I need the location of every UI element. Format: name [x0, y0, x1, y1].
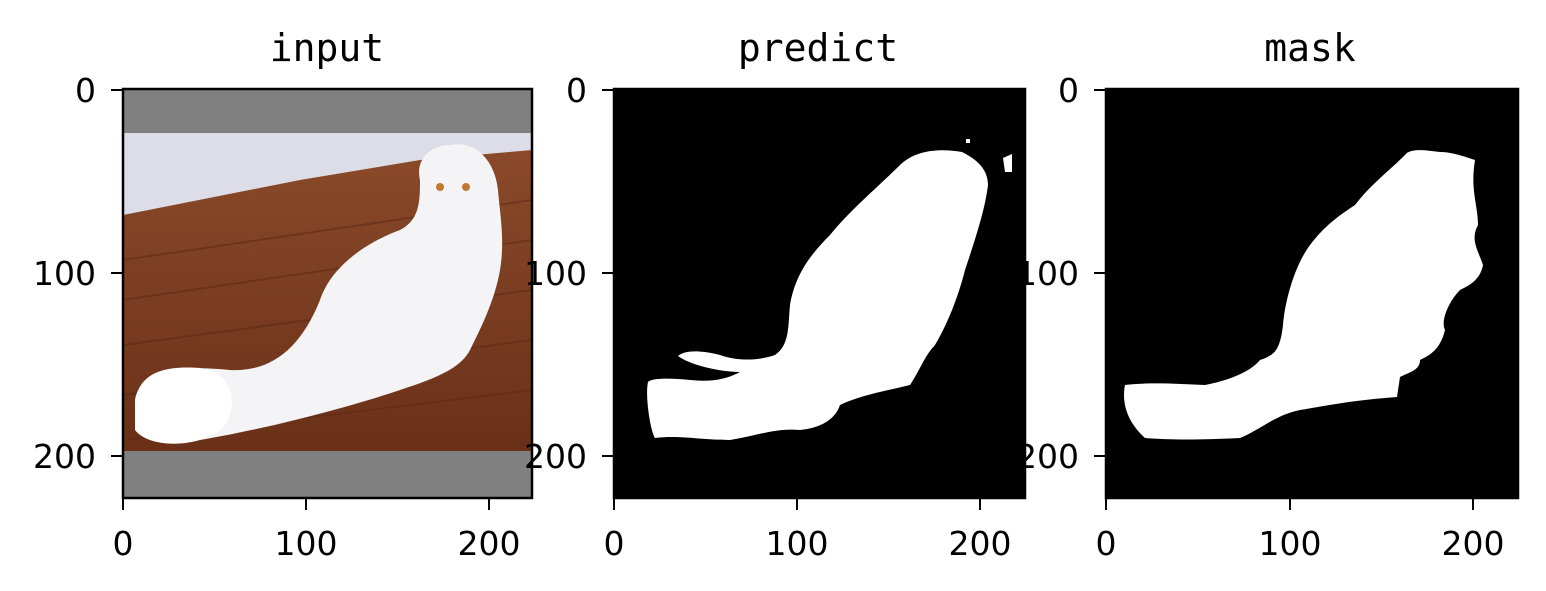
- y-tick-label: 200: [524, 437, 587, 476]
- y-tick-label: 100: [524, 254, 587, 293]
- ticks-predict: [602, 89, 981, 510]
- x-tick-label: 0: [604, 524, 625, 563]
- panel-title-predict: predict: [738, 26, 898, 70]
- ticks-mask: [1094, 89, 1474, 510]
- cat: [135, 144, 503, 442]
- x-tick-label: 0: [113, 524, 134, 563]
- panel-input: input 0 10: [33, 26, 534, 563]
- cat-eye-left: [436, 183, 444, 191]
- x-tick-label: 200: [1442, 524, 1505, 563]
- panel-title-mask: mask: [1264, 26, 1356, 70]
- y-tick-label: 200: [33, 437, 96, 476]
- y-tick-label: 0: [75, 71, 96, 110]
- y-tick-label: 0: [566, 71, 587, 110]
- padding-band-top: [123, 89, 532, 133]
- cat-eye-right: [462, 183, 470, 191]
- cat-tail: [135, 367, 232, 444]
- x-tick-label: 200: [949, 524, 1012, 563]
- panel-predict: predict 0 100 200 0 100 200: [524, 26, 1027, 563]
- y-tick-label: 200: [1016, 437, 1079, 476]
- axes-frame-mask: [1104, 87, 1520, 500]
- mask-silhouette: [1124, 150, 1483, 440]
- y-tick-label: 100: [33, 254, 96, 293]
- axes-frame-input: [121, 87, 534, 500]
- predict-blob: [1003, 154, 1012, 172]
- predict-speck: [966, 139, 970, 143]
- x-tick-label: 100: [766, 524, 829, 563]
- axes-frame-predict: [612, 87, 1027, 500]
- ticks-input: [111, 89, 490, 510]
- x-tick-label: 200: [458, 524, 521, 563]
- y-tick-label: 100: [1016, 254, 1079, 293]
- x-tick-label: 100: [1259, 524, 1322, 563]
- x-tick-label: 100: [275, 524, 338, 563]
- padding-band-bottom: [123, 451, 532, 498]
- y-tick-label: 0: [1058, 71, 1079, 110]
- predict-silhouette: [647, 150, 988, 440]
- x-tick-label: 0: [1096, 524, 1117, 563]
- input-image: [123, 89, 532, 498]
- panel-mask: mask 0 100 200 0 100 200: [1016, 26, 1520, 563]
- panel-title-input: input: [270, 26, 384, 70]
